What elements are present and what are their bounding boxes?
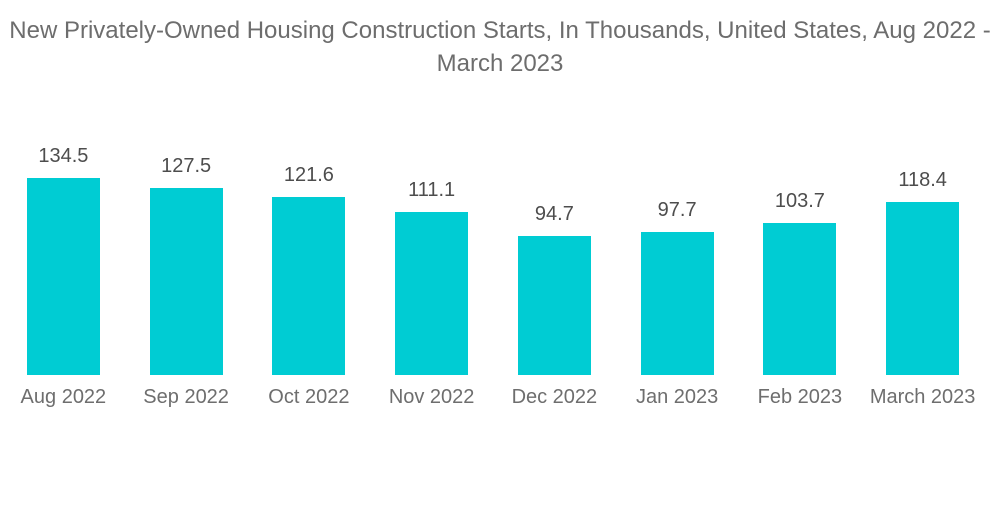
bar-column: 103.7 Feb 2023 <box>739 80 862 409</box>
x-axis-label: Sep 2022 <box>143 386 229 408</box>
chart-title: New Privately-Owned Housing Construction… <box>0 14 1000 80</box>
bar <box>640 232 714 375</box>
bar-value-label: 121.6 <box>283 164 334 186</box>
bar-value-label: 127.5 <box>161 155 212 177</box>
bar-chart-plot-area: 134.5 Aug 2022 127.5 Sep 2022 121.6 Oct 2022 1… <box>0 80 1000 409</box>
bar <box>886 202 960 375</box>
chart-title-line-2: March 2023 <box>436 50 564 77</box>
bar-value-label: 118.4 <box>898 169 947 191</box>
bar-value-label: 94.7 <box>534 203 574 225</box>
x-axis-label: Feb 2023 <box>757 386 843 408</box>
bar-column: 134.5 Aug 2022 <box>2 80 125 409</box>
bar-column: 94.7 Dec 2022 <box>493 80 616 409</box>
bar-column: 121.6 Oct 2022 <box>248 80 371 409</box>
x-axis-label: Nov 2022 <box>388 386 475 408</box>
x-axis-label: Dec 2022 <box>511 386 598 408</box>
bar-value-label: 103.7 <box>774 190 825 212</box>
x-axis-label: March 2023 <box>869 386 976 408</box>
x-axis-label: Oct 2022 <box>268 386 350 408</box>
bar <box>272 197 346 375</box>
bar <box>26 178 100 375</box>
bar-value-label: 97.7 <box>657 199 697 221</box>
bar-value-label: 111.1 <box>408 179 456 201</box>
x-axis-label: Aug 2022 <box>20 386 107 408</box>
bar <box>395 212 469 375</box>
bar <box>517 236 591 375</box>
bar <box>763 223 837 375</box>
x-axis-label: Jan 2023 <box>635 386 719 408</box>
chart-title-line-1: New Privately-Owned Housing Construction… <box>9 17 991 44</box>
bar-column: 127.5 Sep 2022 <box>125 80 248 409</box>
bar-column: 97.7 Jan 2023 <box>616 80 739 409</box>
bar-value-label: 134.5 <box>38 145 89 167</box>
bar-column: 111.1 Nov 2022 <box>370 80 493 409</box>
chart-page: New Privately-Owned Housing Construction… <box>0 14 1000 409</box>
bar <box>149 188 223 375</box>
bar-column: 118.4 March 2023 <box>861 80 984 409</box>
